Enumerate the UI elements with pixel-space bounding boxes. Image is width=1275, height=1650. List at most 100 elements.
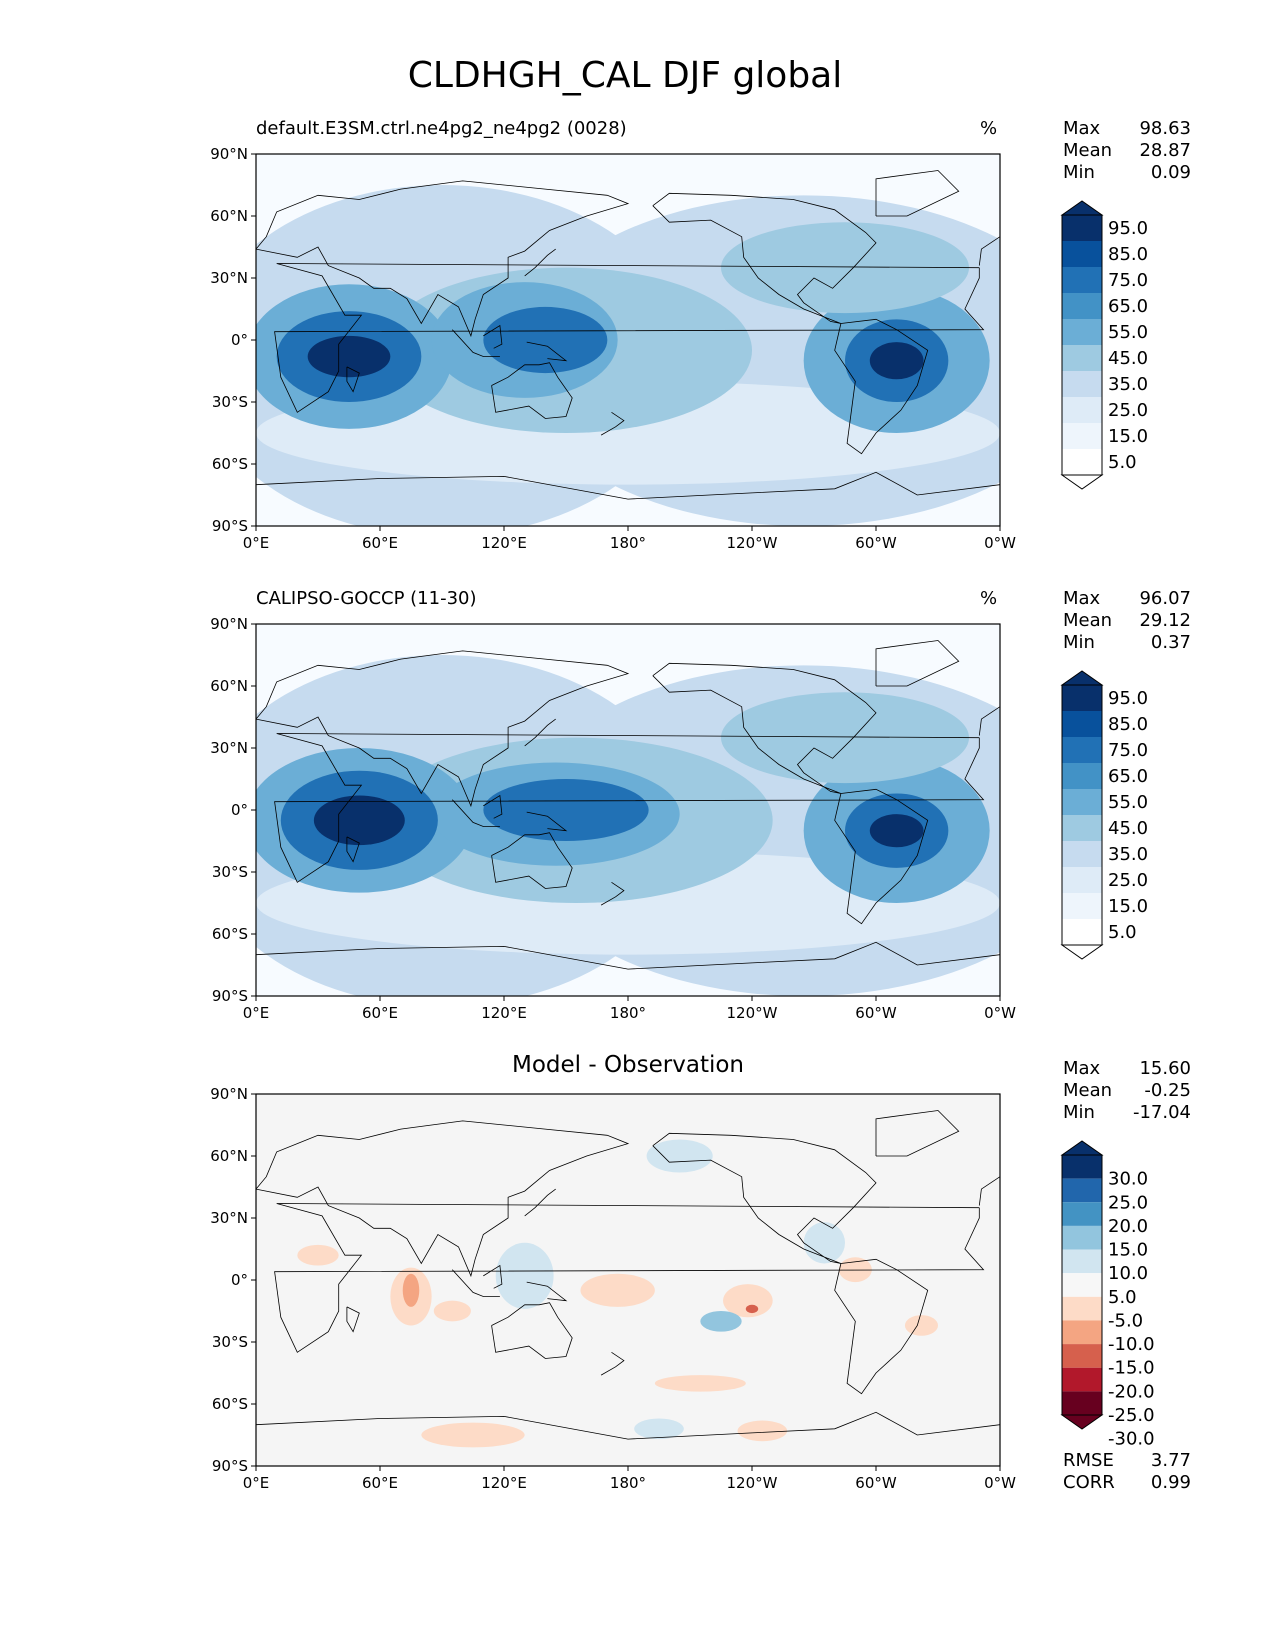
field-contour	[483, 779, 649, 841]
x-tick-label: 120°W	[727, 534, 778, 552]
colorbar-label: 55.0	[1108, 322, 1148, 343]
colorbar-segment	[1062, 815, 1102, 841]
y-tick-label: 30°S	[212, 863, 248, 881]
x-tick-label: 60°W	[855, 534, 897, 552]
panel-title: Model - Observation	[511, 1052, 745, 1078]
x-tick-label: 120°W	[727, 1004, 778, 1022]
coastline	[652, 192, 877, 324]
colorbar-segment	[1062, 1320, 1102, 1345]
colorbar-frame	[1061, 684, 1103, 946]
units-label: %	[980, 118, 998, 139]
coastline	[875, 640, 960, 687]
stat-max: Max 98.63	[1063, 118, 1191, 139]
field-contour	[721, 692, 969, 784]
stat-mean: Mean 28.87	[1063, 140, 1191, 161]
colorbar-segment	[1062, 397, 1102, 423]
colorbar-extend-bottom	[1060, 944, 1104, 960]
coastline	[600, 1351, 625, 1376]
colorbar-segment	[1062, 371, 1102, 397]
coastline	[274, 733, 985, 883]
y-tick-label: 60°S	[212, 925, 248, 943]
coastline	[274, 1203, 985, 1353]
coastline	[256, 1411, 1000, 1440]
stat-rmse: RMSE 3.77	[1063, 1450, 1191, 1471]
colorbar-segment	[1062, 1155, 1102, 1179]
colorbar-label: -25.0	[1108, 1405, 1155, 1426]
coastline	[834, 1258, 929, 1395]
coastline	[452, 1269, 500, 1297]
y-tick-label: 90°N	[210, 145, 248, 163]
colorbar-extend-bottom	[1060, 1414, 1104, 1430]
x-tick-label: 60°W	[855, 1004, 897, 1022]
map-plot: 0°E 60°E 120°E 180° 120°W 60°W 0°W 90°N 60°N 30°N…	[210, 145, 1016, 552]
colorbar-label: 15.0	[1108, 426, 1148, 447]
panel-model: default.E3SM.ctrl.ne4pg2_ne4pg2 (0028) %…	[0, 118, 1275, 588]
coastline	[483, 1264, 503, 1289]
colorbar-segment	[1062, 345, 1102, 371]
field-contour	[869, 814, 924, 848]
x-tick-label: 120°E	[481, 1004, 527, 1022]
colorbar: 30.025.0 20.0 15.010.0 5.0-5.0 -10.0 -15.0-20…	[1060, 1140, 1155, 1450]
colorbar-segment	[1062, 1249, 1102, 1274]
x-tick-label: 0°W	[984, 1004, 1016, 1022]
y-tick-label: 60°N	[210, 1147, 248, 1165]
x-tick-label: 180°	[610, 1004, 646, 1022]
field-contour	[654, 1375, 746, 1392]
y-tick-label: 60°N	[210, 207, 248, 225]
coastline	[834, 788, 929, 925]
colorbar-label: 25.0	[1108, 1192, 1148, 1213]
x-tick-label: 60°E	[362, 1474, 398, 1492]
colorbar-segment	[1062, 293, 1102, 319]
colorbar: 95.0 85.0 75.0 65.0 55.0 45.0 35.0 25.0 15.0 5.0	[1060, 200, 1148, 490]
colorbar-segment	[1062, 215, 1102, 241]
coastline	[875, 1110, 960, 1157]
colorbar-segment	[1062, 763, 1102, 789]
colorbar-label: 75.0	[1108, 270, 1148, 291]
colorbar-segment	[1062, 319, 1102, 345]
coastline	[452, 329, 500, 357]
coastline	[491, 1302, 573, 1359]
coastline	[256, 941, 1000, 970]
colorbar-label: -30.0	[1108, 1429, 1155, 1450]
colorbar-label: 45.0	[1108, 348, 1148, 369]
coastline	[346, 1306, 360, 1333]
x-tick-label: 0°W	[984, 1474, 1016, 1492]
coastline	[526, 1281, 568, 1302]
field-contour	[869, 342, 924, 380]
panel-title: default.E3SM.ctrl.ne4pg2_ne4pg2 (0028)	[256, 118, 627, 139]
colorbar-label: 35.0	[1108, 844, 1148, 865]
y-tick-label: 90°S	[212, 987, 248, 1005]
colorbar-segment	[1062, 449, 1102, 475]
colorbar-label: 25.0	[1108, 400, 1148, 421]
field-contour	[297, 1244, 339, 1266]
coastline	[524, 248, 556, 277]
x-tick-label: 120°W	[727, 1474, 778, 1492]
colorbar-label: 15.0	[1108, 896, 1148, 917]
x-tick-label: 180°	[610, 1474, 646, 1492]
coastline	[978, 706, 1000, 736]
colorbar-label: 75.0	[1108, 740, 1148, 761]
y-tick-label: 30°S	[212, 393, 248, 411]
x-tick-label: 0°W	[984, 534, 1016, 552]
field-contour	[904, 1315, 938, 1336]
colorbar-label: 85.0	[1108, 244, 1148, 265]
panel-difference: Model - Observation 0°E 60°E 120°E 180° 120°…	[0, 1052, 1275, 1528]
panel-observation: CALIPSO-GOCCP (11-30) % 0°E 60°E 120°E 180°…	[0, 588, 1275, 1058]
coastline	[652, 1132, 877, 1264]
coastline	[978, 236, 1000, 266]
x-tick-label: 180°	[610, 534, 646, 552]
coastline	[600, 411, 625, 436]
colorbar-label: 65.0	[1108, 766, 1148, 787]
y-tick-label: 60°N	[210, 677, 248, 695]
colorbar-segment	[1062, 1273, 1102, 1297]
panel-title: CALIPSO-GOCCP (11-30)	[256, 588, 477, 609]
coastline	[600, 881, 625, 906]
stats-box: Max 98.63 Mean 28.87 Min 0.09	[1063, 118, 1191, 184]
colorbar-segment	[1062, 893, 1102, 919]
x-tick-label: 0°E	[243, 534, 270, 552]
page-title: CLDHGH_CAL DJF global	[407, 55, 843, 96]
y-tick-label: 90°S	[212, 517, 248, 535]
colorbar-segment	[1062, 1225, 1102, 1250]
colorbar-label: 5.0	[1108, 922, 1137, 943]
colorbar-label: 25.0	[1108, 870, 1148, 891]
